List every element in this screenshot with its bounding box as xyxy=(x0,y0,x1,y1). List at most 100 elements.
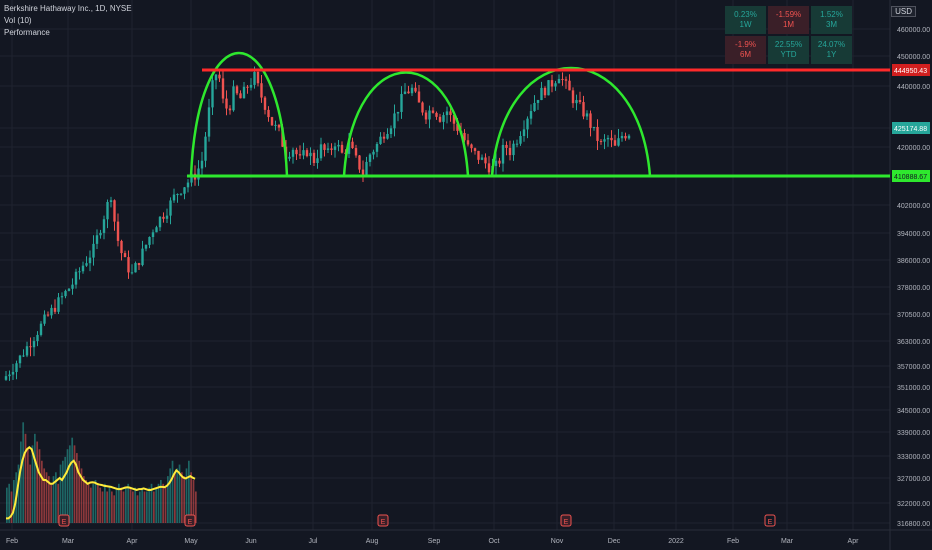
candle-body xyxy=(428,110,431,120)
volume-bar xyxy=(185,468,188,523)
candle-body xyxy=(442,115,445,122)
support-label: 410888.67 xyxy=(894,174,927,181)
perf-value: 1.52% xyxy=(820,10,843,19)
volume-bar xyxy=(45,472,48,523)
candle-body xyxy=(470,144,473,149)
candle-body xyxy=(235,86,239,94)
candle-body xyxy=(414,87,417,92)
candle-body xyxy=(512,143,515,156)
support-resistance-lines xyxy=(187,68,890,178)
perf-value: 24.07% xyxy=(817,40,846,49)
perf-period: 1M xyxy=(782,20,795,29)
candle-body xyxy=(522,129,526,137)
perf-cell-3m: 1.52% 3M xyxy=(811,6,852,34)
candle-body xyxy=(274,124,277,126)
volume-bar xyxy=(132,491,134,523)
candle-body xyxy=(554,83,557,87)
candle-body xyxy=(592,126,596,128)
y-tick-label: 357000.00 xyxy=(897,364,930,371)
candle-body xyxy=(81,265,85,272)
volume-bar xyxy=(83,476,85,523)
volume-ma-line xyxy=(6,445,196,520)
volume-bar xyxy=(181,472,183,523)
volume-bar xyxy=(153,491,155,523)
earnings-marker xyxy=(58,514,70,527)
currency-label[interactable]: USD xyxy=(891,6,916,17)
y-tick-label: 420000.00 xyxy=(897,145,930,152)
candle-body xyxy=(568,80,571,91)
resistance-tag xyxy=(892,64,930,76)
candle-body xyxy=(123,253,127,258)
performance-indicator-label[interactable]: Performance xyxy=(4,28,50,37)
candle-body xyxy=(232,86,235,111)
candle-body xyxy=(162,216,165,219)
candle-body xyxy=(498,160,501,164)
x-tick-label: Oct xyxy=(489,538,500,545)
volume-bar xyxy=(55,472,57,523)
candle-body xyxy=(627,135,631,139)
earnings-marker xyxy=(184,514,196,527)
y-tick-label: 333000.00 xyxy=(897,454,930,461)
volume-bar xyxy=(8,483,11,523)
candle-body xyxy=(526,118,529,130)
volume-bar xyxy=(127,483,130,523)
candle-body xyxy=(505,144,508,148)
candle-body xyxy=(365,161,368,175)
volume-bars xyxy=(6,422,197,523)
y-tick-label: 322000.00 xyxy=(897,501,930,508)
candle-body xyxy=(333,146,337,150)
volume-bar xyxy=(80,468,83,523)
chart-legend: Berkshire Hathaway Inc., 1D, NYSE Vol (1… xyxy=(4,3,132,39)
volume-bar xyxy=(171,460,174,523)
candle-body xyxy=(85,263,88,266)
perf-cell-1y: 24.07% 1Y xyxy=(811,36,852,64)
candle-body xyxy=(396,111,400,114)
y-tick-label: 394000.00 xyxy=(897,231,930,238)
candle-body xyxy=(291,149,295,157)
x-tick-label: Feb xyxy=(727,538,739,545)
x-tick-label: Nov xyxy=(551,538,564,545)
volume-bar xyxy=(97,483,99,523)
candle-body xyxy=(186,182,190,188)
candle-body xyxy=(561,78,564,80)
volume-bar xyxy=(57,483,60,523)
earnings-marker xyxy=(560,514,572,527)
time-axis[interactable]: Feb Mar Apr May Jun Jul Aug Sep Oct Nov Dec 2022 Feb… xyxy=(6,538,859,545)
earnings-marker-label: E xyxy=(768,519,773,526)
resistance-label: 444950.43 xyxy=(894,68,927,75)
volume-bar xyxy=(160,479,162,523)
volume-bar xyxy=(104,483,106,523)
volume-indicator-label[interactable]: Vol (10) xyxy=(4,16,32,25)
volume-bar xyxy=(129,487,132,523)
volume-bar xyxy=(122,491,125,523)
earnings-marker-label: E xyxy=(564,519,569,526)
candle-body xyxy=(445,111,449,116)
candle-body xyxy=(190,173,193,183)
candle-body xyxy=(368,154,372,162)
candle-body xyxy=(256,71,260,84)
volume-bar xyxy=(73,445,76,523)
candle-body xyxy=(466,140,470,145)
candle-body xyxy=(508,147,512,156)
candle-body xyxy=(501,144,505,164)
candle-body xyxy=(113,200,116,222)
candle-body xyxy=(438,116,442,122)
candle-body xyxy=(99,232,102,236)
candle-body xyxy=(18,355,22,364)
price-axis[interactable]: 460000.00450000.00440000.00430000.004200… xyxy=(892,27,930,528)
candle-body xyxy=(410,87,414,94)
candle-body xyxy=(519,136,522,144)
candle-body xyxy=(529,111,533,119)
volume-bar xyxy=(27,449,29,523)
candle-body xyxy=(547,80,550,96)
candle-body xyxy=(375,143,379,152)
candle-body xyxy=(613,140,617,146)
candle-body xyxy=(64,290,67,297)
performance-widget: 0.23% 1W -1.59% 1M 1.52% 3M -1.9% 6M 22.55% Y… xyxy=(725,6,852,64)
symbol-title[interactable]: Berkshire Hathaway Inc., 1D, NYSE xyxy=(4,4,132,13)
earnings-marker-label: E xyxy=(188,519,193,526)
perf-cell-1m: -1.59% 1M xyxy=(768,6,809,34)
volume-bar xyxy=(36,441,39,523)
